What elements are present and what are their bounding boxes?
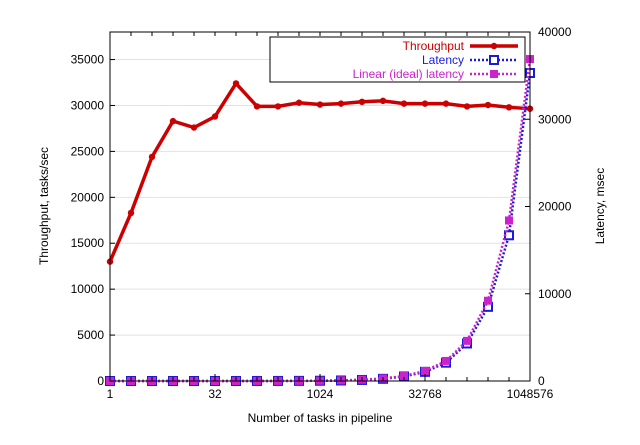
data-point <box>295 99 303 106</box>
y-tick-label: 0 <box>97 374 104 388</box>
data-point <box>169 117 177 125</box>
y-tick-label: 20000 <box>71 190 105 204</box>
legend-label-ideal-latency: Linear (ideal) latency <box>353 67 464 81</box>
x-tick-label: 1 <box>107 387 114 401</box>
data-point <box>505 216 513 225</box>
y2-tick-label: 40000 <box>538 25 572 39</box>
y2-axis-label: Latency, msec <box>593 168 607 244</box>
x-tick-label: 1024 <box>307 387 334 401</box>
data-point <box>127 209 135 217</box>
data-point <box>463 336 471 345</box>
data-point <box>484 101 492 109</box>
x-tick-label: 32 <box>208 387 222 401</box>
legend-marker-sample <box>490 42 498 50</box>
data-point <box>400 100 408 107</box>
y-tick-label: 30000 <box>71 98 105 112</box>
legend-marker-sample <box>490 70 498 78</box>
data-point <box>211 113 219 120</box>
data-point <box>463 103 471 110</box>
data-point <box>484 296 492 305</box>
y-axis-label: Throughput, tasks/sec <box>37 147 51 265</box>
data-point <box>274 103 282 110</box>
data-point <box>148 153 156 161</box>
data-point <box>337 100 345 107</box>
y-tick-label: 10000 <box>71 282 105 296</box>
data-point <box>379 97 387 105</box>
data-point <box>421 366 429 375</box>
legend-label-throughput: Throughput <box>403 39 465 53</box>
x-axis-label: Number of tasks in pipeline <box>248 411 393 425</box>
data-point <box>505 104 513 111</box>
y-tick-label: 15000 <box>71 236 105 250</box>
legend: Throughput Latency Linear (ideal) latenc… <box>269 36 526 83</box>
grid <box>110 59 530 336</box>
y-tick-label: 5000 <box>77 328 104 342</box>
ticks: 0 5000 10000 15000 20000 25000 30000 35000 0 1000… <box>71 25 572 401</box>
data-point <box>190 124 198 131</box>
y2-tick-label: 20000 <box>538 200 572 214</box>
data-point <box>421 100 429 107</box>
y-tick-label: 25000 <box>71 144 105 158</box>
y-tick-label: 35000 <box>71 53 105 67</box>
y2-tick-label: 10000 <box>538 287 572 301</box>
legend-marker-sample <box>489 55 499 65</box>
legend-label-latency: Latency <box>422 53 464 67</box>
y2-tick-label: 0 <box>538 374 545 388</box>
data-point <box>232 80 240 87</box>
data-point <box>316 101 324 108</box>
series-throughput <box>106 80 534 265</box>
data-point <box>442 100 450 107</box>
x-tick-label: 1048576 <box>507 387 554 401</box>
x-tick-label: 32768 <box>408 387 442 401</box>
plot-frame <box>109 31 531 382</box>
series-line <box>108 80 531 263</box>
y2-tick-label: 30000 <box>538 112 572 126</box>
data-point <box>253 103 261 110</box>
data-point <box>400 371 408 380</box>
data-point <box>442 356 450 365</box>
data-point <box>358 98 366 106</box>
